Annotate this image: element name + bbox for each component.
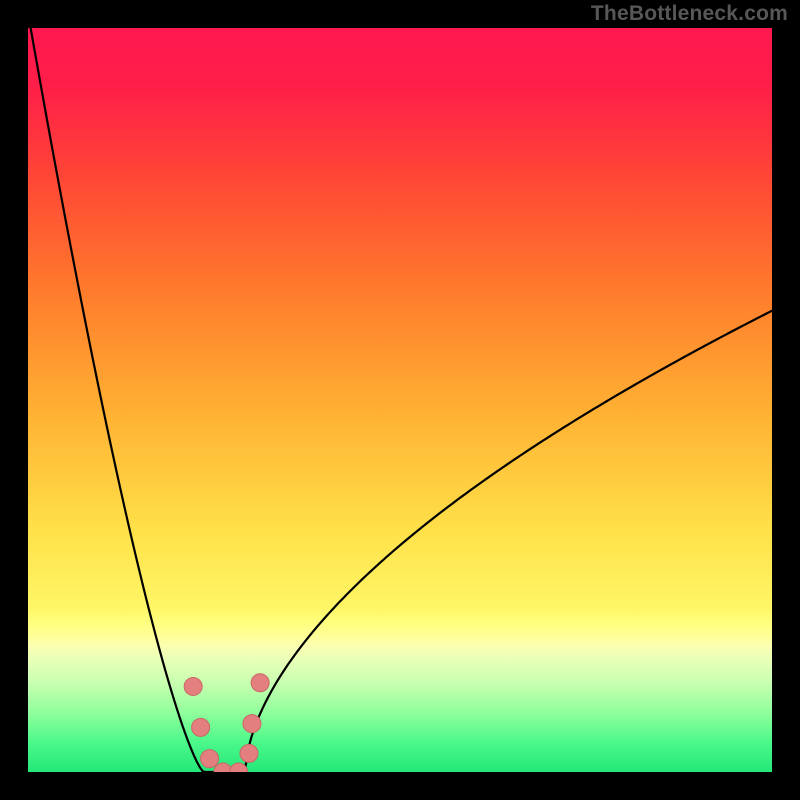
gradient-background — [28, 28, 772, 772]
curve-marker — [201, 750, 219, 768]
curve-marker — [240, 744, 258, 762]
watermark-text: TheBottleneck.com — [591, 2, 788, 26]
curve-marker — [251, 674, 269, 692]
curve-marker — [192, 718, 210, 736]
curve-marker — [243, 715, 261, 733]
bottleneck-chart — [0, 0, 800, 800]
curve-marker — [184, 677, 202, 695]
